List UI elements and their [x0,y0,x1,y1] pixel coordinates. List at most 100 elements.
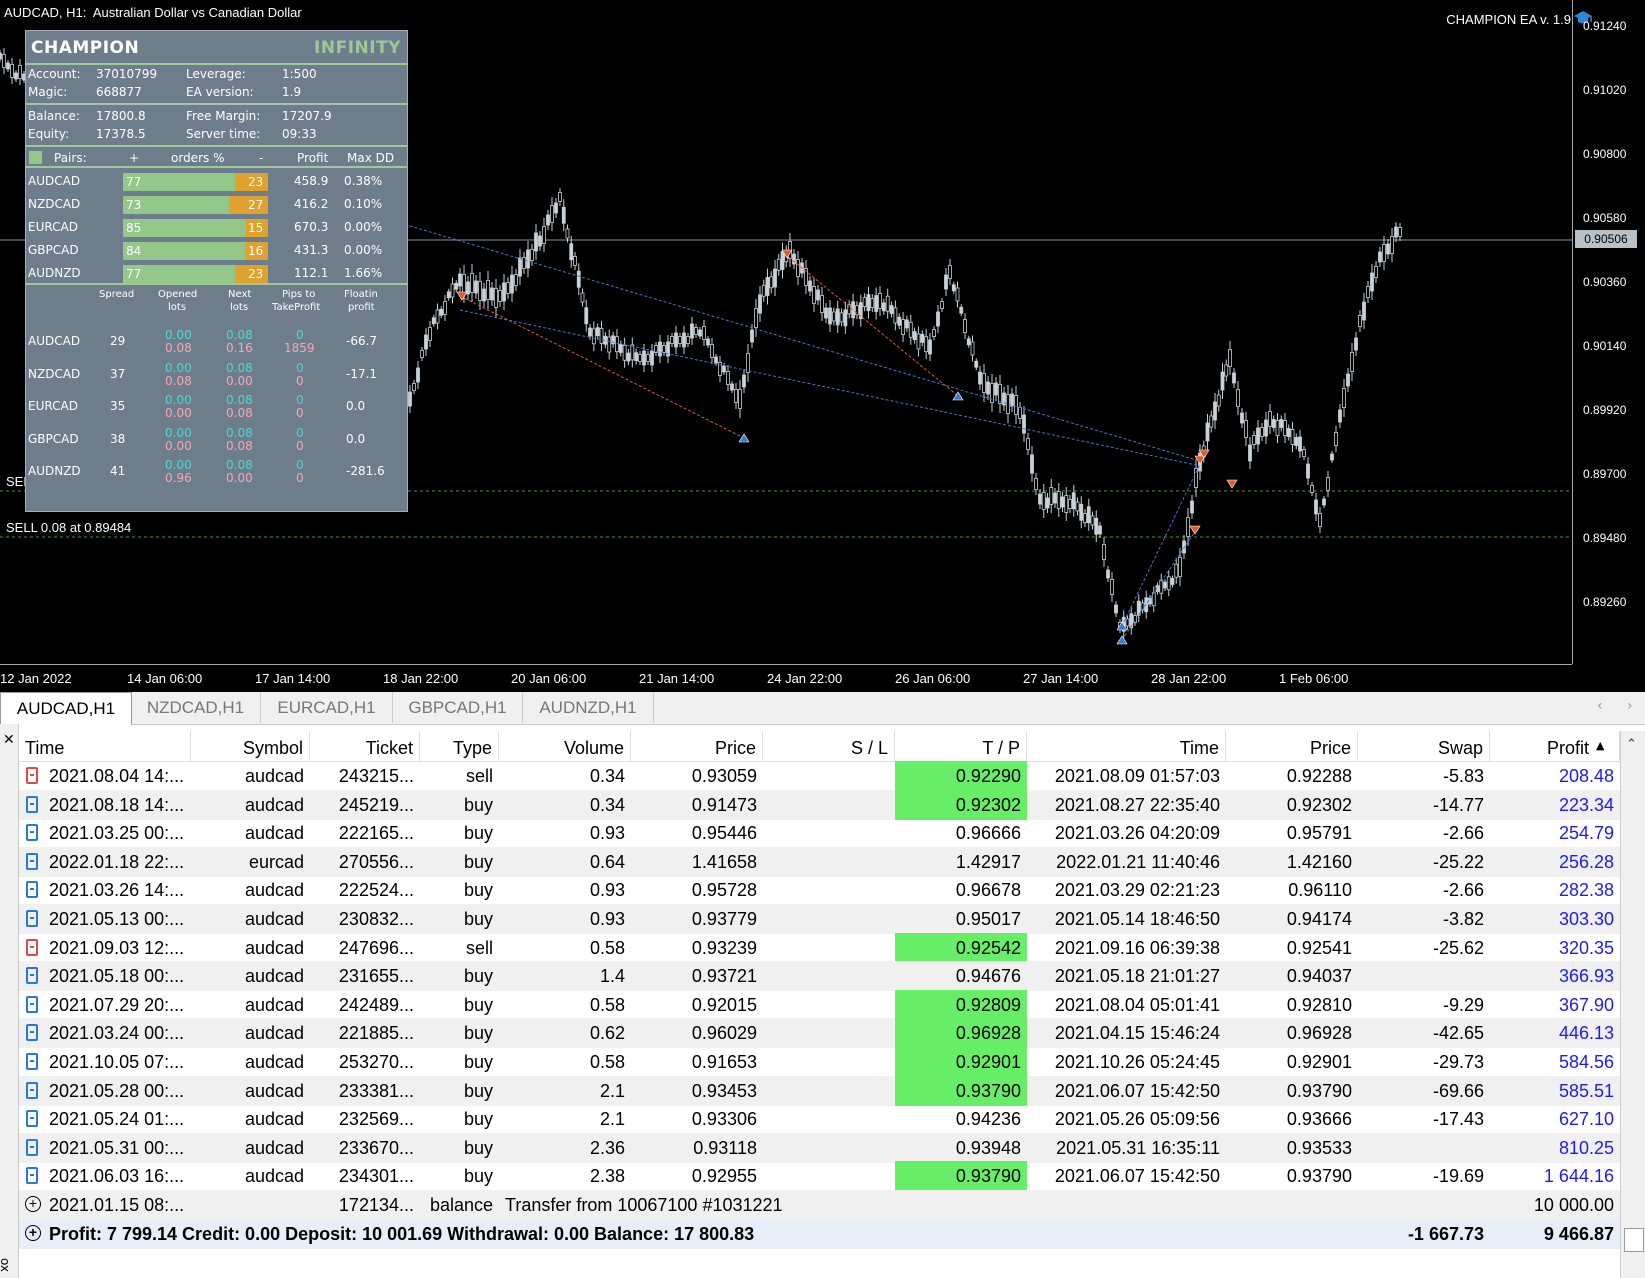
free-margin-label: Free Margin: [186,109,261,123]
tab-audnzd[interactable]: AUDNZD,H1 [523,692,654,723]
cell-type: sell [465,937,493,958]
column-header-swap[interactable]: Swap [1358,731,1490,761]
tab-scroll-left-icon[interactable]: ‹ [1597,698,1603,714]
column-header-symbol[interactable]: Symbol [191,731,310,761]
cell-time: 2022.01.18 22:... [49,851,185,872]
orders-minus-pct: 23 [248,267,264,281]
cell-sl [763,1018,895,1048]
cell-volume: 0.93 [589,823,625,844]
tab-eurcad[interactable]: EURCAD,H1 [261,692,393,723]
cell-tp: 0.96666 [955,823,1021,844]
candle-body [710,344,714,358]
tab-gbpcad[interactable]: GBPCAD,H1 [393,692,523,723]
table-row[interactable]: 2021.05.13 00:... audcad 230832... buy 0.93 0… [19,904,1620,934]
table-scrollbar[interactable]: ⌃ [1620,731,1645,1278]
cell-sl [763,847,895,877]
cell-ticket: 233381... [338,1080,414,1101]
candle-body [1318,513,1322,527]
orders-plus-pct: 77 [126,267,142,281]
candle-body [1334,432,1338,446]
tab-audcad[interactable]: AUDCAD,H1 [0,692,132,725]
cell-profit: 367.90 [1558,994,1614,1015]
column-header-close-price[interactable]: Price [1226,731,1358,761]
table-row[interactable]: 2022.01.18 22:... eurcad 270556... buy 0.64 1… [19,846,1620,877]
table-row[interactable]: 2021.06.03 16:... audcad 234301... buy 2.38 0… [19,1161,1620,1192]
table-row[interactable]: 2021.05.18 00:... audcad 231655... buy 1.4 0.… [19,961,1620,992]
sell-arrow-icon [456,291,468,301]
candle-body [970,341,975,356]
column-header-profit[interactable]: Profit [1490,731,1620,761]
cell-swap: -29.73 [1432,1052,1484,1072]
column-header-close-time[interactable]: Time [1027,731,1226,761]
price-chart[interactable]: AUDCAD, H1: Australian Dollar vs Canadia… [0,0,1645,692]
table-row[interactable]: 2021.05.28 00:... audcad 233381... buy 2.1 0.… [19,1075,1620,1106]
candle-body [1002,392,1006,406]
scroll-thumb[interactable] [1624,1228,1644,1252]
column-header-time[interactable]: Time [19,731,191,761]
cell-type: buy [463,794,493,815]
column-header-ticket[interactable]: Ticket [310,731,420,761]
cell-price: 0.92015 [691,994,757,1015]
cell-profit: 320.35 [1558,937,1614,958]
pair-profit: 416.2 [294,197,329,211]
candle-body [498,290,502,302]
cell-time: 2021.03.24 00:... [49,1023,185,1044]
cell-sl [763,1076,895,1106]
pips-tp-buy: 0 [296,425,304,440]
table-row[interactable]: 2021.03.25 00:... audcad 222165... buy 0.93 0… [19,818,1620,848]
candle-body [1026,438,1030,450]
cell-volume: 0.34 [589,766,625,786]
balance-row[interactable]: +2021.01.15 08:... 172134... balance Transf… [19,1190,1620,1220]
next-lots-buy: 0.08 [226,360,253,375]
tab-nzdcad[interactable]: NZDCAD,H1 [131,692,261,723]
detail-spread: 37 [110,366,126,381]
column-header-volume[interactable]: Volume [499,731,631,761]
magic-label: Magic: [28,85,68,99]
server-time-label: Server time: [186,127,261,141]
candle-body [928,339,932,355]
detail-row: AUDCAD 29 0.00 0.08 0.08 0.16 0 1859 -66.7 [26,328,407,359]
candle-body [742,374,746,388]
cell-profit: 10 000.00 [1533,1195,1614,1215]
table-row[interactable]: 2021.08.18 14:... audcad 245219... buy 0.34 0… [19,789,1620,820]
cell-symbol: audcad [244,823,304,844]
candle-body [754,308,758,328]
column-header-sl[interactable]: S / L [763,731,895,761]
candle-body [514,274,518,286]
cell-sl [763,1133,895,1163]
cell-comment: Transfer from 10067100 #1031221 [505,1195,783,1215]
column-header-type[interactable]: Type [420,731,499,761]
equity-label: Equity: [28,127,70,141]
column-header-tp[interactable]: T / P [895,731,1027,761]
float-header: Floatin [344,289,378,300]
table-row[interactable]: 2021.08.04 14:... audcad 243215... sell 0.34… [19,761,1620,791]
detail-row: EURCAD 35 0.00 0.00 0.08 0.08 0 0 0.0 [26,393,407,424]
table-row[interactable]: 2021.05.24 01:... audcad 232569... buy 2.1 0.… [19,1104,1620,1134]
cell-type: buy [463,880,493,901]
cell-volume: 0.93 [589,909,625,929]
cell-sl [763,904,895,934]
candle-body [1155,585,1160,592]
table-row[interactable]: 2021.05.31 00:... audcad 233670... buy 2.36 0… [19,1132,1620,1163]
close-icon[interactable]: ✕ [3,732,15,748]
cell-time: 2021.03.25 00:... [49,823,185,844]
table-row[interactable]: 2021.03.24 00:... audcad 221885... buy 0.62 0… [19,1018,1620,1049]
table-row[interactable]: 2021.03.26 14:... audcad 222524... buy 0.93 0… [19,875,1620,905]
candle-body [634,352,639,362]
candle-body [522,257,526,269]
table-row[interactable]: 2021.07.29 20:... audcad 242489... buy 0.58 0… [19,989,1620,1020]
candle-body [494,288,498,308]
table-row[interactable]: 2021.10.05 07:... audcad 253270... buy 0.58 0… [19,1047,1620,1077]
buy-order-icon [26,1081,38,1099]
scroll-up-icon[interactable]: ⌃ [1626,737,1637,752]
candle-body [490,287,494,301]
buy-order-icon [26,1167,38,1185]
table-row[interactable]: 2021.09.03 12:... audcad 247696... sell 0.58… [19,932,1620,963]
cell-ctime: 2021.03.29 02:21:23 [1054,880,1220,901]
cell-volume: 0.62 [589,1023,625,1044]
column-header-price[interactable]: Price [631,731,763,761]
tab-scroll-right-icon[interactable]: › [1627,698,1633,714]
candle-body [698,329,702,337]
candle-body [816,289,820,301]
cell-ctime: 2021.05.31 16:35:11 [1056,1137,1220,1158]
